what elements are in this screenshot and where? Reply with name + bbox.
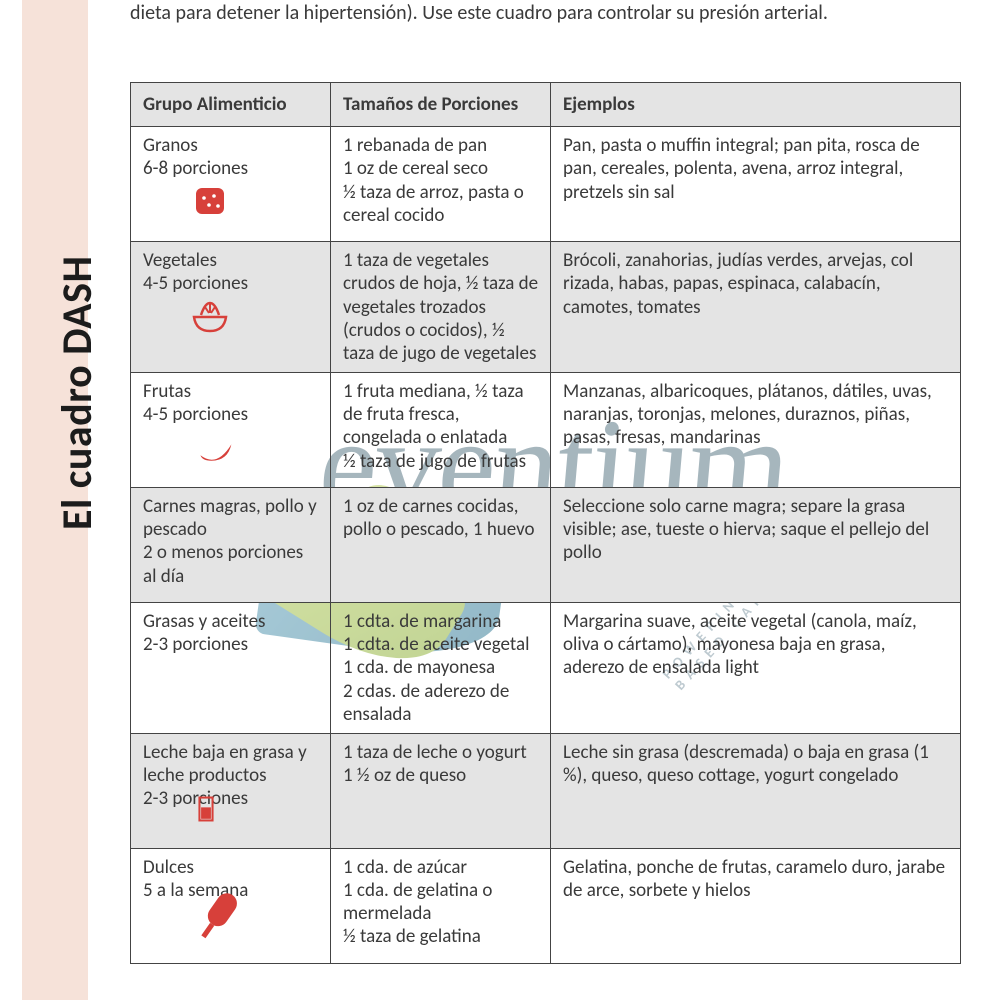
group-name: Dulces: [143, 856, 320, 879]
group-name: Leche baja en grasa y leche productos: [143, 741, 320, 787]
cell-serving-sizes: 1 taza de leche o yogurt 1 ½ oz de queso: [331, 733, 551, 848]
group-servings: 2-3 porciones: [143, 633, 320, 656]
cell-serving-sizes: 1 fruta mediana, ½ taza de fruta fresca,…: [331, 373, 551, 488]
popsicle-icon: [188, 888, 248, 950]
cell-examples: Seleccione solo carne magra; separe la g…: [551, 488, 961, 603]
cell-examples: Pan, pasta o muffin integral; pan pita, …: [551, 127, 961, 242]
group-name: Vegetales: [143, 249, 320, 272]
bread-icon: [188, 178, 232, 228]
cell-food-group: Leche baja en grasa y leche productos2-3…: [131, 733, 331, 848]
cell-serving-sizes: 1 taza de vegetales crudos de hoja, ½ ta…: [331, 242, 551, 373]
side-title: El cuadro DASH: [52, 256, 103, 530]
group-name: Frutas: [143, 380, 320, 403]
cell-food-group: Dulces5 a la semana: [131, 848, 331, 963]
banana-icon: [188, 428, 242, 474]
table-row: Frutas4-5 porciones1 fruta mediana, ½ ta…: [131, 373, 961, 488]
cell-food-group: Grasas y aceites2-3 porciones: [131, 603, 331, 734]
cell-serving-sizes: 1 rebanada de pan 1 oz de cereal seco ½ …: [331, 127, 551, 242]
table-row: Leche baja en grasa y leche productos2-3…: [131, 733, 961, 848]
dash-table: Grupo Alimenticio Tamaños de Porciones E…: [130, 82, 961, 964]
table-row: Dulces5 a la semana1 cda. de azúcar 1 cd…: [131, 848, 961, 963]
table-row: Vegetales4-5 porciones1 taza de vegetale…: [131, 242, 961, 373]
cell-food-group: Granos6-8 porciones: [131, 127, 331, 242]
cell-food-group: Carnes magras, pollo y pescado2 o menos …: [131, 488, 331, 603]
intro-paragraph: dieta para detener la hipertensión). Use…: [130, 0, 960, 27]
group-servings: 2-3 porciones: [143, 787, 320, 810]
cell-food-group: Frutas4-5 porciones: [131, 373, 331, 488]
cell-food-group: Vegetales4-5 porciones: [131, 242, 331, 373]
cell-examples: Brócoli, zanahorias, judías verdes, arve…: [551, 242, 961, 373]
table-row: Carnes magras, pollo y pescado2 o menos …: [131, 488, 961, 603]
group-name: Carnes magras, pollo y pescado: [143, 495, 320, 541]
col-header-examples: Ejemplos: [551, 83, 961, 127]
group-servings: 2 o menos porciones al día: [143, 541, 320, 587]
group-name: Grasas y aceites: [143, 610, 320, 633]
dash-table-container: Grupo Alimenticio Tamaños de Porciones E…: [130, 82, 960, 964]
col-header-sizes: Tamaños de Porciones: [331, 83, 551, 127]
table-header-row: Grupo Alimenticio Tamaños de Porciones E…: [131, 83, 961, 127]
cell-examples: Margarina suave, aceite vegetal (canola,…: [551, 603, 961, 734]
group-servings: 4-5 porciones: [143, 403, 320, 426]
cell-serving-sizes: 1 cda. de azúcar 1 cda. de gelatina o me…: [331, 848, 551, 963]
cell-serving-sizes: 1 oz de carnes cocidas, pollo o pescado,…: [331, 488, 551, 603]
salad-icon: [188, 293, 232, 343]
cell-examples: Manzanas, albaricoques, plátanos, dátile…: [551, 373, 961, 488]
table-row: Grasas y aceites2-3 porciones1 cdta. de …: [131, 603, 961, 734]
cell-examples: Gelatina, ponche de frutas, caramelo dur…: [551, 848, 961, 963]
page-root: El cuadro DASH dieta para detener la hip…: [0, 0, 1000, 1000]
table-row: Granos6-8 porciones1 rebanada de pan 1 o…: [131, 127, 961, 242]
col-header-group: Grupo Alimenticio: [131, 83, 331, 127]
cell-examples: Leche sin grasa (descremada) o baja en g…: [551, 733, 961, 848]
glass-icon: [188, 789, 224, 835]
cell-serving-sizes: 1 cdta. de margarina 1 cdta. de aceite v…: [331, 603, 551, 734]
group-name: Granos: [143, 134, 320, 157]
